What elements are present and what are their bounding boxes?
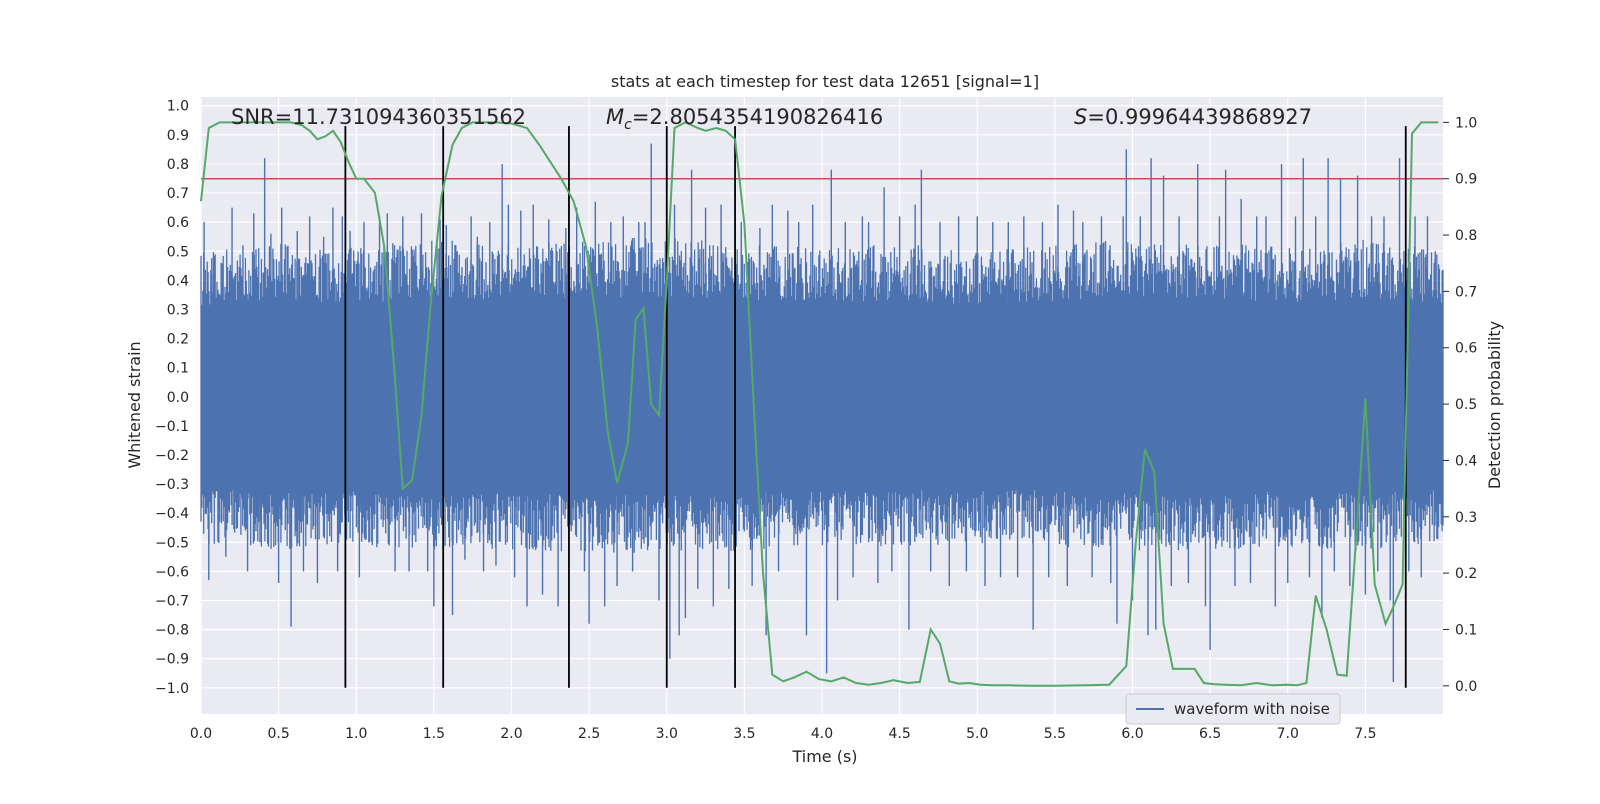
s-value: =0.99964439868927 — [1087, 105, 1312, 129]
x-tick-label: 0.5 — [267, 726, 289, 742]
x-tick-label: 1.5 — [423, 726, 445, 742]
x-tick-label: 0.0 — [190, 726, 212, 742]
x-tick-label: 2.0 — [500, 726, 522, 742]
chirp-mass-annotation: Mc=2.8054354190826416 — [606, 105, 883, 133]
y-left-tick-label: −0.8 — [155, 623, 189, 639]
x-tick-label: 7.0 — [1277, 726, 1299, 742]
s-symbol: S — [1074, 105, 1087, 129]
detection-probability-series — [200, 121, 1439, 687]
y-axis-right-label: Detection probability — [1485, 321, 1504, 489]
y-right-tick-label: 0.6 — [1455, 341, 1477, 357]
y-left-tick-label: 0.2 — [167, 332, 189, 348]
y-right-tick-label: 0.0 — [1455, 679, 1477, 695]
y-right-tick-label: 0.8 — [1455, 228, 1477, 244]
x-tick-label: 6.0 — [1121, 726, 1143, 742]
y-left-tick-label: 0.9 — [167, 128, 189, 144]
y-left-tick-label: −0.2 — [155, 448, 189, 464]
y-left-tick-label: 0.3 — [167, 302, 189, 318]
legend-box — [1125, 693, 1341, 725]
detection-probability-line — [200, 121, 1439, 687]
y-left-tick-label: 1.0 — [167, 99, 189, 115]
y-left-tick-label: 0.0 — [167, 390, 189, 406]
chirp-mass-subscript: c — [624, 117, 632, 133]
y-right-tick-label: 0.9 — [1455, 172, 1477, 188]
y-left-tick-label: 0.4 — [167, 273, 189, 289]
y-right-tick-label: 0.1 — [1455, 622, 1477, 638]
y-right-tick-label: 0.7 — [1455, 284, 1477, 300]
x-tick-label: 1.0 — [345, 726, 367, 742]
x-tick-label: 3.5 — [733, 726, 755, 742]
x-tick-label: 6.5 — [1199, 726, 1221, 742]
x-tick-label: 3.0 — [656, 726, 678, 742]
y-left-tick-label: −0.3 — [155, 477, 189, 493]
x-axis-label: Time (s) — [791, 747, 857, 766]
x-tick-label: 4.0 — [811, 726, 833, 742]
y-left-tick-label: −0.7 — [155, 593, 189, 609]
y-left-tick-label: 0.5 — [167, 244, 189, 260]
y-axis-left-label: Whitened strain — [125, 341, 144, 468]
legend-label-waveform: waveform with noise — [1174, 700, 1330, 718]
s-annotation: S=0.99964439868927 — [1074, 105, 1312, 129]
y-right-tick-label: 0.4 — [1455, 453, 1477, 469]
chirp-mass-symbol: M — [606, 105, 624, 129]
chart-title: stats at each timestep for test data 126… — [611, 72, 1039, 91]
y-left-tick-label: 0.6 — [167, 215, 189, 231]
x-tick-label: 5.5 — [1044, 726, 1066, 742]
y-left-tick-label: −0.5 — [155, 535, 189, 551]
y-left-tick-label: −0.1 — [155, 419, 189, 435]
x-tick-label: 4.5 — [888, 726, 910, 742]
x-tick-label: 2.5 — [578, 726, 600, 742]
legend: waveform with noise — [1125, 693, 1341, 725]
y-right-tick-label: 0.2 — [1455, 566, 1477, 582]
chirp-mass-value: =2.8054354190826416 — [632, 105, 883, 129]
axes: 0.0 0.5 1.0 1.5 2.0 2.5 3.0 3.5 4.0 4.5 5.0 5.5 6.0 6… — [155, 99, 1477, 742]
snr-annotation: SNR=11.731094360351562 — [231, 105, 526, 129]
y-left-tick-label: 0.1 — [167, 361, 189, 377]
y-left-tick-label: −0.9 — [155, 652, 189, 668]
y-right-tick-label: 0.5 — [1455, 397, 1477, 413]
x-tick-label: 5.0 — [966, 726, 988, 742]
y-right-tick-label: 0.3 — [1455, 510, 1477, 526]
y-left-tick-label: −1.0 — [155, 681, 189, 697]
y-left-tick-label: 0.7 — [167, 186, 189, 202]
x-tick-label: 7.5 — [1354, 726, 1376, 742]
y-left-tick-label: −0.4 — [155, 506, 189, 522]
y-right-tick-label: 1.0 — [1455, 115, 1477, 131]
y-left-tick-label: −0.6 — [155, 564, 189, 580]
y-left-tick-label: 0.8 — [167, 157, 189, 173]
